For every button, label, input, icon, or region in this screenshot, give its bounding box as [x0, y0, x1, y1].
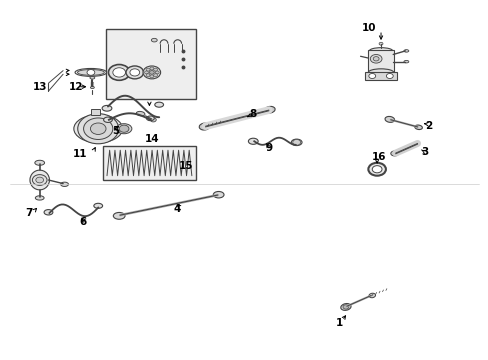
Bar — [91, 109, 100, 115]
Ellipse shape — [146, 116, 154, 121]
Circle shape — [130, 69, 140, 76]
Text: 7: 7 — [25, 208, 32, 218]
Bar — [103, 146, 195, 180]
Ellipse shape — [75, 68, 106, 76]
Ellipse shape — [35, 160, 44, 165]
Circle shape — [36, 177, 43, 183]
Circle shape — [78, 114, 119, 144]
Ellipse shape — [414, 125, 422, 130]
Circle shape — [150, 75, 154, 78]
Ellipse shape — [199, 123, 209, 130]
Ellipse shape — [90, 77, 95, 79]
Ellipse shape — [151, 39, 157, 42]
Text: 2: 2 — [424, 121, 431, 131]
Text: 5: 5 — [112, 126, 119, 135]
Text: 9: 9 — [265, 143, 272, 153]
Ellipse shape — [367, 69, 393, 76]
Bar — [367, 50, 393, 72]
Circle shape — [90, 123, 106, 134]
Ellipse shape — [35, 196, 44, 200]
Ellipse shape — [77, 69, 104, 75]
Circle shape — [150, 67, 154, 70]
Bar — [364, 72, 396, 80]
Ellipse shape — [368, 293, 375, 298]
Circle shape — [386, 73, 392, 78]
Circle shape — [368, 73, 375, 78]
Text: 15: 15 — [178, 161, 193, 171]
Ellipse shape — [74, 115, 122, 143]
Ellipse shape — [384, 116, 394, 122]
Circle shape — [119, 125, 129, 132]
Text: 14: 14 — [144, 134, 159, 144]
Text: 3: 3 — [420, 147, 427, 157]
Ellipse shape — [340, 303, 350, 310]
Ellipse shape — [90, 86, 94, 89]
Ellipse shape — [248, 138, 258, 144]
Ellipse shape — [136, 111, 144, 116]
Ellipse shape — [291, 139, 302, 145]
Ellipse shape — [44, 210, 53, 215]
Circle shape — [372, 57, 378, 61]
Ellipse shape — [30, 170, 49, 190]
Ellipse shape — [390, 151, 398, 156]
Ellipse shape — [116, 124, 132, 134]
Circle shape — [292, 139, 300, 145]
Circle shape — [143, 66, 160, 79]
Circle shape — [149, 71, 154, 74]
Text: 10: 10 — [361, 23, 375, 33]
Circle shape — [126, 66, 143, 79]
Ellipse shape — [103, 117, 112, 122]
Circle shape — [155, 71, 159, 74]
Ellipse shape — [264, 107, 275, 113]
Ellipse shape — [94, 203, 102, 208]
Ellipse shape — [61, 182, 68, 186]
Circle shape — [371, 166, 381, 173]
Text: 13: 13 — [32, 82, 47, 92]
Text: 4: 4 — [173, 204, 181, 215]
Bar — [105, 30, 195, 99]
Ellipse shape — [403, 50, 408, 52]
Circle shape — [108, 64, 130, 80]
Ellipse shape — [155, 102, 163, 107]
Circle shape — [113, 68, 125, 77]
Text: 11: 11 — [73, 149, 87, 159]
Circle shape — [153, 68, 157, 71]
Ellipse shape — [368, 48, 392, 54]
Circle shape — [146, 68, 150, 71]
Circle shape — [83, 118, 113, 139]
Ellipse shape — [213, 192, 224, 198]
Circle shape — [144, 71, 148, 74]
Circle shape — [87, 69, 95, 75]
Ellipse shape — [403, 60, 408, 63]
Ellipse shape — [113, 212, 125, 219]
Text: 8: 8 — [249, 109, 256, 119]
Text: 6: 6 — [80, 217, 87, 227]
Circle shape — [342, 305, 348, 309]
Circle shape — [378, 42, 382, 45]
Circle shape — [153, 74, 157, 77]
Circle shape — [32, 175, 47, 185]
Circle shape — [367, 163, 385, 176]
Circle shape — [150, 118, 156, 122]
Ellipse shape — [102, 105, 112, 111]
Circle shape — [146, 74, 150, 77]
Text: 16: 16 — [371, 152, 386, 162]
Text: 1: 1 — [335, 318, 343, 328]
Circle shape — [369, 54, 381, 63]
Text: 12: 12 — [69, 82, 83, 92]
